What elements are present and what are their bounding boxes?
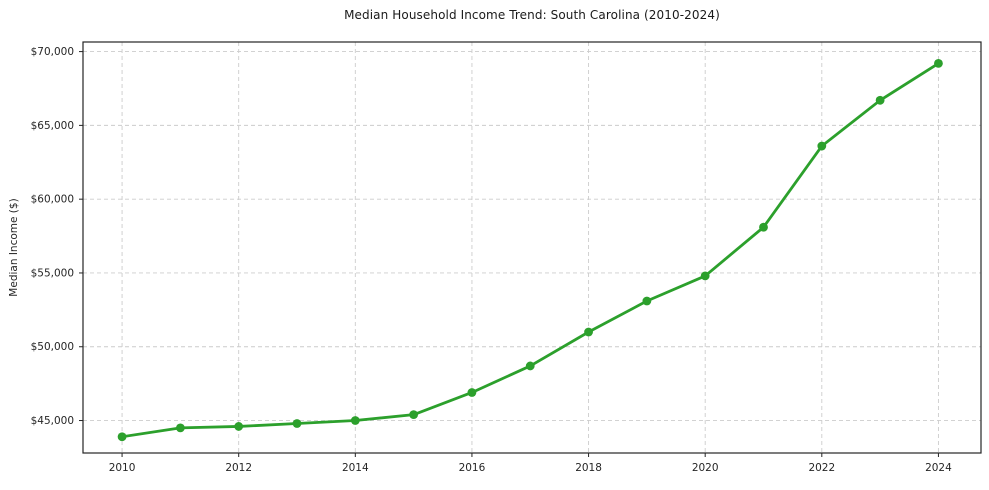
data-point: [759, 222, 768, 232]
x-tick-label: 2018: [575, 462, 602, 474]
data-point: [292, 419, 302, 428]
data-point: [875, 95, 885, 105]
data-point: [934, 58, 943, 68]
data-point: [817, 141, 827, 151]
data-point: [350, 416, 360, 425]
x-tick-label: 2010: [109, 462, 136, 474]
plot-border: [82, 41, 982, 454]
data-point: [117, 432, 127, 442]
x-tick-label: 2022: [808, 462, 835, 474]
chart-title: Median Household Income Trend: South Car…: [344, 8, 720, 22]
x-tick-label: 2020: [692, 462, 719, 474]
x-tick-label: 2014: [342, 462, 369, 474]
data-point: [409, 410, 419, 420]
data-point: [234, 422, 244, 431]
data-point: [525, 361, 535, 371]
data-point: [175, 423, 185, 433]
trend-line: [120, 61, 940, 439]
x-tick-label: 2012: [225, 462, 252, 474]
y-tick-label: $50,000: [31, 341, 74, 353]
y-tick-label: $45,000: [31, 415, 74, 427]
x-tick-label: 2016: [459, 462, 486, 474]
data-point: [584, 327, 593, 337]
y-tick-label: $65,000: [31, 120, 74, 132]
y-tick-label: $60,000: [31, 194, 74, 206]
data-point: [642, 296, 652, 306]
y-tick-label: $70,000: [31, 46, 74, 58]
y-tick-label: $55,000: [31, 267, 74, 279]
x-tick-label: 2024: [925, 462, 952, 474]
data-point: [700, 271, 710, 281]
data-point: [467, 388, 477, 397]
